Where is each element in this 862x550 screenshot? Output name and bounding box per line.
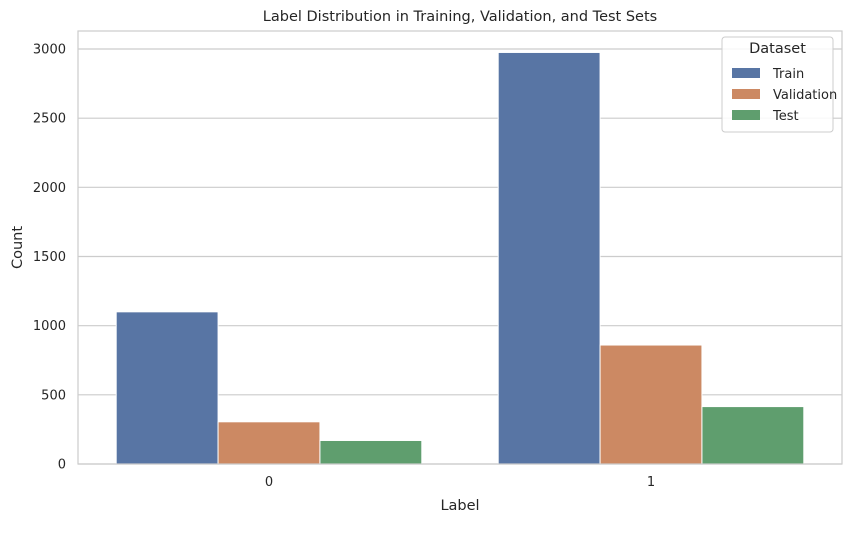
plot-frame — [77, 30, 843, 465]
bar-validation-label-1 — [599, 344, 703, 465]
y-tick-label: 3000 — [33, 43, 66, 58]
chart-title: Label Distribution in Training, Validati… — [263, 9, 657, 25]
legend-label-validation: Validation — [773, 88, 837, 103]
legend-swatch-test — [732, 110, 760, 120]
y-tick-label: 2000 — [33, 181, 66, 196]
legend-swatch-validation — [732, 89, 760, 99]
y-tick-labels: 0 500 1000 1500 2000 2500 3000 — [33, 43, 66, 473]
legend-box — [721, 36, 834, 133]
bar-train-label-0 — [115, 311, 219, 465]
y-tick-label: 1500 — [33, 250, 66, 265]
bar-train-label-1 — [497, 51, 601, 465]
bar-test-label-0 — [319, 439, 423, 465]
legend: Dataset Train Validation Test — [721, 36, 837, 133]
x-tick-label: 0 — [265, 475, 273, 490]
legend-swatch-train — [732, 68, 760, 78]
legend-title: Dataset — [749, 41, 806, 57]
bar-test-label-1 — [701, 406, 805, 465]
legend-label-train: Train — [772, 67, 804, 82]
bars — [115, 51, 805, 465]
legend-label-test: Test — [772, 109, 799, 124]
x-axis-title: Label — [440, 498, 479, 514]
x-tick-label: 1 — [647, 475, 655, 490]
y-tick-label: 500 — [41, 388, 66, 403]
y-tick-label: 1000 — [33, 319, 66, 334]
y-tick-label: 2500 — [33, 112, 66, 127]
y-axis-title: Count — [10, 226, 26, 269]
axes — [77, 30, 843, 465]
bar-validation-label-0 — [217, 421, 321, 465]
y-tick-label: 0 — [58, 458, 66, 473]
